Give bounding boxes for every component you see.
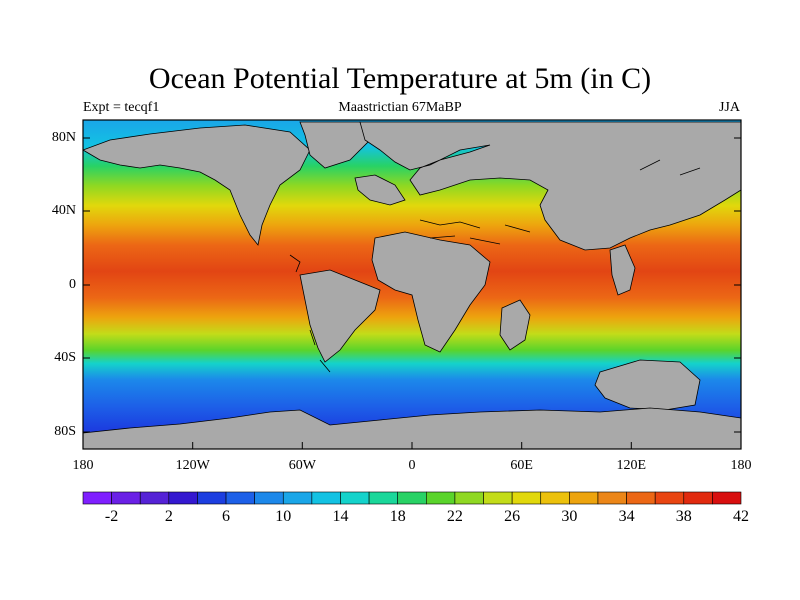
colorbar-swatch xyxy=(683,491,713,505)
colorbar-swatch xyxy=(225,491,255,505)
colorbar-label: 42 xyxy=(733,508,749,525)
colorbar-swatch xyxy=(139,491,170,505)
colorbar xyxy=(82,491,742,505)
colorbar-swatch xyxy=(540,491,570,505)
colorbar-swatch xyxy=(511,491,542,505)
colorbar-label: 26 xyxy=(504,508,521,525)
colorbar-label: 34 xyxy=(618,508,635,525)
india-landmass xyxy=(499,299,531,351)
colorbar-swatch xyxy=(111,491,141,505)
lon-label-60w: 60W xyxy=(288,458,316,473)
colorbar-swatch xyxy=(426,491,456,505)
colorbar-swatch xyxy=(654,491,685,505)
colorbar-label: 6 xyxy=(222,508,231,525)
period-label: Maastrictian 67MaBP xyxy=(338,100,462,115)
lon-label-180w: 180 xyxy=(72,458,94,473)
axis-ticks xyxy=(83,137,741,449)
australia-landmass xyxy=(594,359,701,411)
experiment-label: Expt = tecqf1 xyxy=(83,100,160,115)
lon-label-0: 0 xyxy=(408,458,416,473)
colorbar-label: 18 xyxy=(389,508,406,525)
colorbar-swatch xyxy=(368,491,398,505)
africa-landmass xyxy=(371,231,491,353)
colorbar-label: 10 xyxy=(275,508,292,525)
colorbar-swatch xyxy=(282,491,313,505)
land-masses xyxy=(83,121,741,449)
lat-label-80n: 80N xyxy=(51,130,76,145)
north-america-landmass xyxy=(83,124,311,246)
colorbar-swatch xyxy=(340,491,370,505)
antarctica-landmass xyxy=(83,407,741,449)
lon-label-60e: 60E xyxy=(510,458,533,473)
colorbar-swatch xyxy=(397,491,427,505)
lon-label-120e: 120E xyxy=(616,458,647,473)
lat-label-80s: 80S xyxy=(54,424,76,439)
colorbar-swatch xyxy=(82,491,112,505)
colorbar-label: -2 xyxy=(104,508,119,525)
colorbar-label: 2 xyxy=(164,508,173,525)
colorbar-swatch xyxy=(454,491,484,505)
colorbar-swatch xyxy=(168,491,198,505)
lat-label-40n: 40N xyxy=(51,203,76,218)
colorbar-swatch xyxy=(597,491,627,505)
colorbar-swatch xyxy=(569,491,599,505)
colorbar-swatch xyxy=(483,491,513,505)
colorbar-label: 14 xyxy=(332,508,349,525)
eurasia-landmass xyxy=(359,121,741,251)
colorbar-swatch xyxy=(311,491,341,505)
colorbar-label: 22 xyxy=(446,508,463,525)
map-title: Ocean Potential Temperature at 5m (in C) xyxy=(148,62,652,95)
colorbar-swatch xyxy=(197,491,227,505)
colorbar-swatch xyxy=(712,491,742,505)
south-america-landmass xyxy=(299,269,381,363)
colorbar-label: 38 xyxy=(675,508,692,525)
colorbar-swatch xyxy=(254,491,284,505)
lat-label-0: 0 xyxy=(69,277,76,292)
lon-label-180e: 180 xyxy=(730,458,752,473)
lat-label-40s: 40S xyxy=(54,350,76,365)
lon-label-120w: 120W xyxy=(175,458,210,473)
season-label: JJA xyxy=(718,100,740,115)
colorbar-swatch xyxy=(626,491,656,505)
colorbar-label: 30 xyxy=(561,508,578,525)
